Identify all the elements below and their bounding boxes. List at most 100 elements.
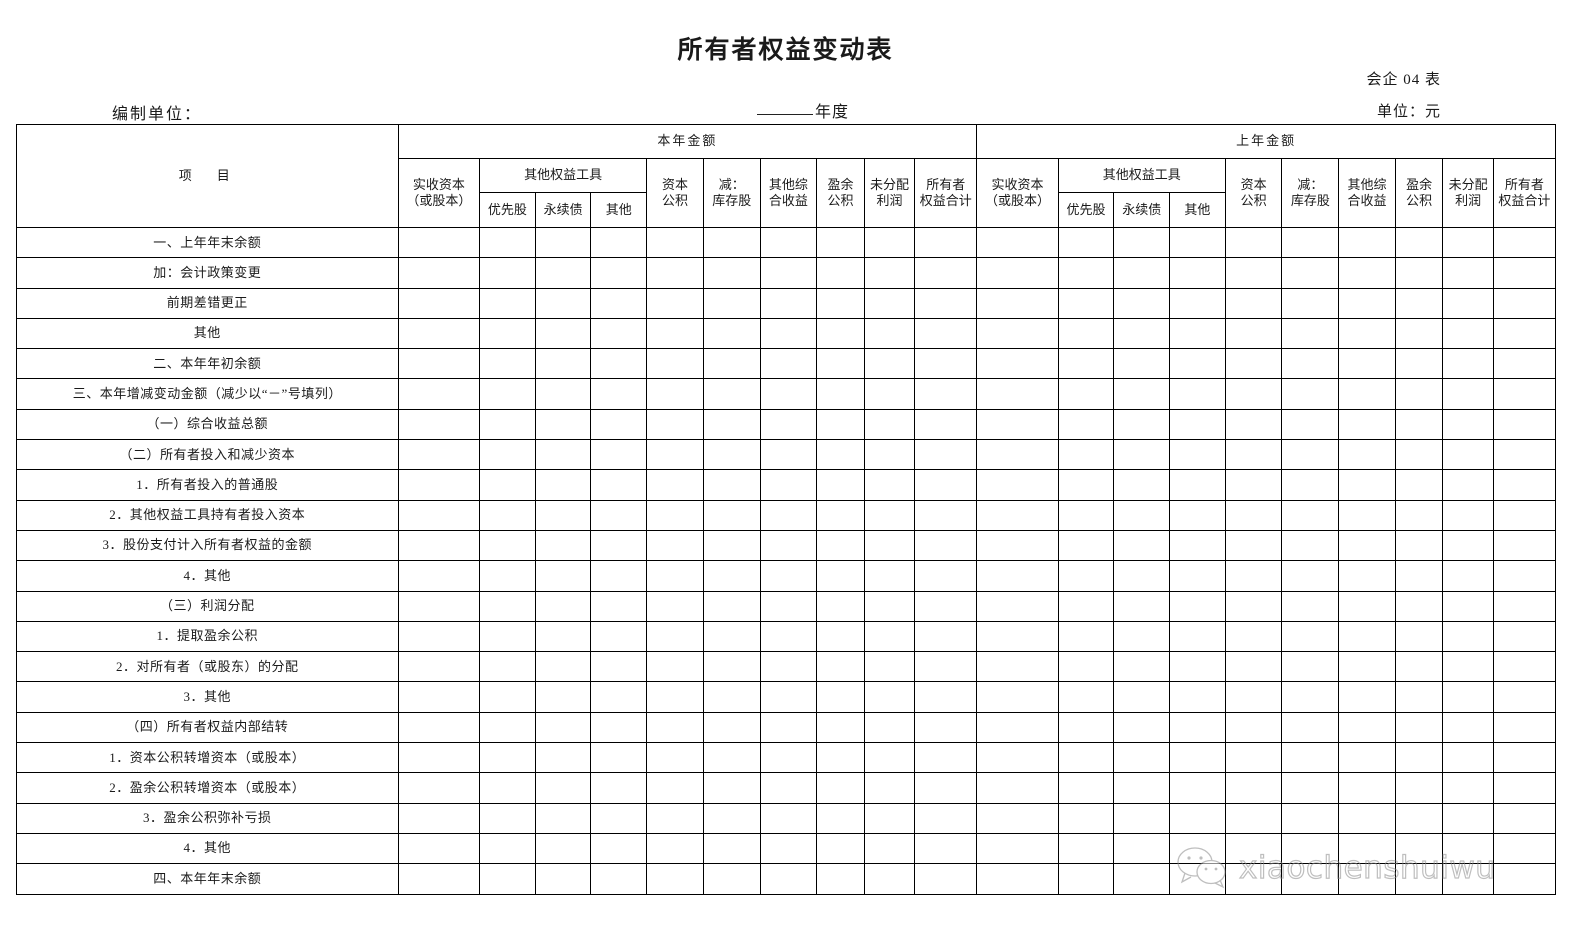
cell-treasury-stock-prior[interactable] <box>1281 711 1340 744</box>
cell-perpetual-bonds-current[interactable] <box>534 348 592 380</box>
cell-preferred-shares-current[interactable] <box>479 832 536 865</box>
cell-treasury-stock-current[interactable] <box>702 408 761 441</box>
cell-undistributed-profit-prior[interactable] <box>1442 832 1494 865</box>
cell-other-instruments-prior[interactable] <box>1169 439 1226 471</box>
cell-other-instruments-prior[interactable] <box>1169 408 1226 441</box>
cell-total-owners-equity-current[interactable] <box>914 257 978 289</box>
cell-other-instruments-current[interactable] <box>590 317 648 350</box>
cell-other-comprehensive-income-prior[interactable] <box>1338 711 1396 744</box>
cell-surplus-reserve-prior[interactable] <box>1394 499 1444 531</box>
cell-undistributed-profit-current[interactable] <box>863 287 916 319</box>
cell-undistributed-profit-prior[interactable] <box>1442 620 1494 653</box>
cell-perpetual-bonds-current[interactable] <box>534 287 592 319</box>
cell-perpetual-bonds-prior[interactable] <box>1113 408 1171 441</box>
cell-other-instruments-current[interactable] <box>590 590 648 622</box>
cell-paid-in-capital-current[interactable] <box>397 651 481 683</box>
cell-other-instruments-current[interactable] <box>590 529 648 562</box>
cell-treasury-stock-prior[interactable] <box>1281 348 1340 380</box>
cell-preferred-shares-current[interactable] <box>479 711 536 744</box>
cell-undistributed-profit-prior[interactable] <box>1442 348 1494 380</box>
cell-capital-reserve-current[interactable] <box>646 802 704 834</box>
cell-treasury-stock-prior[interactable] <box>1281 620 1340 653</box>
cell-other-comprehensive-income-current[interactable] <box>759 257 818 289</box>
cell-paid-in-capital-prior[interactable] <box>976 499 1059 531</box>
cell-preferred-shares-prior[interactable] <box>1057 651 1115 683</box>
cell-total-owners-equity-current[interactable] <box>914 681 978 713</box>
cell-other-instruments-prior[interactable] <box>1169 529 1226 562</box>
cell-preferred-shares-prior[interactable] <box>1057 772 1115 804</box>
cell-other-instruments-current[interactable] <box>590 620 648 653</box>
cell-preferred-shares-current[interactable] <box>479 499 536 531</box>
cell-total-owners-equity-prior[interactable] <box>1492 742 1557 774</box>
cell-total-owners-equity-prior[interactable] <box>1492 863 1557 895</box>
cell-paid-in-capital-prior[interactable] <box>976 832 1059 865</box>
cell-preferred-shares-current[interactable] <box>479 287 536 319</box>
cell-preferred-shares-prior[interactable] <box>1057 469 1115 501</box>
cell-other-instruments-current[interactable] <box>590 499 648 531</box>
cell-other-instruments-prior[interactable] <box>1169 287 1226 319</box>
cell-other-instruments-prior[interactable] <box>1169 317 1226 350</box>
cell-other-instruments-prior[interactable] <box>1169 802 1226 834</box>
cell-paid-in-capital-prior[interactable] <box>976 802 1059 834</box>
cell-total-owners-equity-current[interactable] <box>914 620 978 653</box>
cell-perpetual-bonds-current[interactable] <box>534 711 592 744</box>
cell-other-instruments-prior[interactable] <box>1169 590 1226 622</box>
cell-treasury-stock-prior[interactable] <box>1281 287 1340 319</box>
cell-capital-reserve-current[interactable] <box>646 226 704 259</box>
cell-surplus-reserve-current[interactable] <box>816 439 865 471</box>
cell-capital-reserve-current[interactable] <box>646 439 704 471</box>
cell-paid-in-capital-current[interactable] <box>397 590 481 622</box>
cell-treasury-stock-current[interactable] <box>702 378 761 410</box>
cell-paid-in-capital-prior[interactable] <box>976 439 1059 471</box>
cell-preferred-shares-current[interactable] <box>479 590 536 622</box>
cell-other-comprehensive-income-current[interactable] <box>759 772 818 804</box>
cell-perpetual-bonds-current[interactable] <box>534 590 592 622</box>
cell-perpetual-bonds-current[interactable] <box>534 408 592 441</box>
cell-capital-reserve-current[interactable] <box>646 681 704 713</box>
cell-surplus-reserve-current[interactable] <box>816 620 865 653</box>
cell-other-instruments-prior[interactable] <box>1169 469 1226 501</box>
cell-total-owners-equity-prior[interactable] <box>1492 378 1557 410</box>
cell-capital-reserve-prior[interactable] <box>1224 287 1283 319</box>
cell-total-owners-equity-current[interactable] <box>914 529 978 562</box>
cell-preferred-shares-current[interactable] <box>479 742 536 774</box>
cell-capital-reserve-current[interactable] <box>646 711 704 744</box>
cell-surplus-reserve-prior[interactable] <box>1394 287 1444 319</box>
cell-preferred-shares-prior[interactable] <box>1057 863 1115 895</box>
cell-other-comprehensive-income-current[interactable] <box>759 832 818 865</box>
cell-undistributed-profit-prior[interactable] <box>1442 408 1494 441</box>
cell-surplus-reserve-current[interactable] <box>816 863 865 895</box>
cell-other-comprehensive-income-prior[interactable] <box>1338 529 1396 562</box>
cell-treasury-stock-current[interactable] <box>702 832 761 865</box>
cell-preferred-shares-current[interactable] <box>479 651 536 683</box>
cell-other-instruments-prior[interactable] <box>1169 863 1226 895</box>
cell-total-owners-equity-prior[interactable] <box>1492 802 1557 834</box>
cell-capital-reserve-current[interactable] <box>646 863 704 895</box>
cell-preferred-shares-prior[interactable] <box>1057 348 1115 380</box>
cell-other-instruments-current[interactable] <box>590 257 648 289</box>
cell-undistributed-profit-current[interactable] <box>863 832 916 865</box>
cell-treasury-stock-prior[interactable] <box>1281 439 1340 471</box>
cell-perpetual-bonds-prior[interactable] <box>1113 560 1171 592</box>
cell-paid-in-capital-prior[interactable] <box>976 711 1059 744</box>
cell-other-comprehensive-income-current[interactable] <box>759 378 818 410</box>
cell-undistributed-profit-prior[interactable] <box>1442 317 1494 350</box>
cell-total-owners-equity-prior[interactable] <box>1492 499 1557 531</box>
cell-treasury-stock-current[interactable] <box>702 469 761 501</box>
cell-total-owners-equity-current[interactable] <box>914 499 978 531</box>
cell-other-instruments-prior[interactable] <box>1169 742 1226 774</box>
cell-surplus-reserve-current[interactable] <box>816 772 865 804</box>
cell-preferred-shares-current[interactable] <box>479 408 536 441</box>
cell-other-instruments-current[interactable] <box>590 772 648 804</box>
cell-treasury-stock-current[interactable] <box>702 348 761 380</box>
cell-preferred-shares-prior[interactable] <box>1057 742 1115 774</box>
cell-treasury-stock-prior[interactable] <box>1281 802 1340 834</box>
cell-capital-reserve-prior[interactable] <box>1224 681 1283 713</box>
cell-total-owners-equity-prior[interactable] <box>1492 529 1557 562</box>
cell-capital-reserve-current[interactable] <box>646 832 704 865</box>
cell-surplus-reserve-current[interactable] <box>816 317 865 350</box>
cell-capital-reserve-prior[interactable] <box>1224 408 1283 441</box>
cell-perpetual-bonds-current[interactable] <box>534 257 592 289</box>
cell-preferred-shares-current[interactable] <box>479 529 536 562</box>
cell-capital-reserve-current[interactable] <box>646 651 704 683</box>
